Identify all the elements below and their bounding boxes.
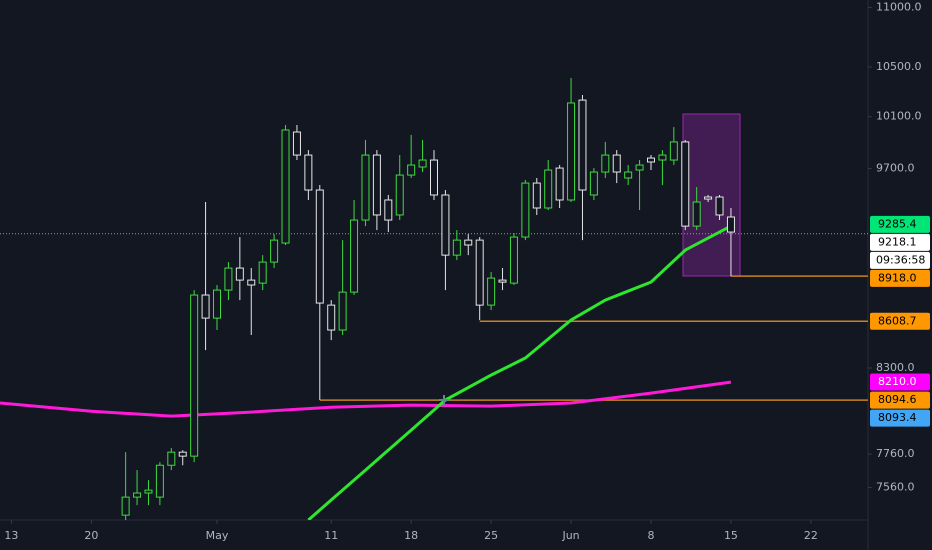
candle-body [258, 261, 267, 284]
candle-body [487, 277, 496, 306]
candle-body [178, 451, 187, 457]
x-tick-label: Jun [561, 529, 579, 542]
candle-body [726, 216, 735, 233]
candle-body [544, 169, 553, 209]
y-tick-label: 7560.0 [876, 481, 915, 494]
candle-body [144, 489, 153, 494]
countdown-label: 09:36:58 [876, 253, 925, 266]
candle-body [475, 239, 484, 306]
price-badge [870, 409, 930, 427]
candle-body [647, 157, 655, 163]
y-tick-label: 7760.0 [876, 447, 915, 460]
candle-body [235, 267, 244, 281]
candle-body [624, 171, 633, 179]
candle-body [612, 154, 621, 173]
candle-body [372, 154, 381, 216]
price-badge-label: 9285.4 [878, 217, 917, 230]
candle-body [658, 154, 667, 161]
candle-body [224, 267, 233, 291]
candle-body [327, 304, 336, 331]
candle-body [498, 279, 507, 283]
candle-body [350, 219, 359, 293]
candle-body [532, 182, 541, 209]
candle-body [407, 164, 416, 176]
candle-body [441, 194, 450, 256]
price-badge-label: 8094.6 [878, 393, 917, 406]
x-tick-label: 18 [404, 529, 418, 542]
x-tick-label: 13 [4, 529, 18, 542]
candle-body [247, 279, 256, 286]
price-badge [870, 312, 930, 330]
x-tick-label: 22 [804, 529, 818, 542]
candle-body [692, 201, 701, 227]
price-badge-label: 8210.0 [878, 375, 917, 388]
price-badge [870, 373, 930, 391]
x-tick-label: 15 [724, 529, 738, 542]
x-tick-label: 11 [324, 529, 338, 542]
candle-body [578, 99, 587, 191]
plot-area [0, 78, 868, 520]
candle-body [292, 131, 301, 156]
candle-body [213, 289, 221, 319]
x-tick-label: 8 [648, 529, 655, 542]
candle-body [201, 294, 210, 319]
y-tick-label: 10500.0 [876, 60, 922, 73]
candle-body [555, 167, 564, 201]
candle-body [452, 239, 461, 256]
candle-body [567, 102, 576, 201]
x-tick-label: 20 [84, 529, 98, 542]
candle-body [155, 464, 164, 498]
candle-body [167, 451, 176, 466]
price-badge-label: 8608.7 [878, 314, 917, 327]
candle-body [669, 141, 678, 161]
price-badge-label: 8918.0 [878, 271, 917, 284]
candle-body [601, 154, 610, 173]
candle-body [589, 171, 598, 196]
candle-body [464, 239, 473, 246]
candle-body [509, 236, 518, 284]
candle-body [315, 189, 324, 304]
crosshair-marker [439, 395, 449, 405]
candle-body [430, 159, 438, 196]
x-tick-label: 25 [484, 529, 498, 542]
y-tick-label: 9700.0 [876, 161, 915, 174]
candle-body [384, 199, 393, 221]
price-badge-label: 9218.1 [878, 235, 917, 248]
price-badge-label: 8093.4 [878, 411, 917, 424]
x-tick-label: May [206, 529, 229, 542]
countdown-badge [870, 251, 930, 269]
y-tick-label: 10100.0 [876, 110, 922, 123]
candle-body [190, 294, 199, 457]
candle-body [635, 164, 644, 171]
price-badge [870, 233, 930, 251]
candle-body [121, 496, 130, 516]
price-badge [870, 391, 930, 409]
candle-body [715, 196, 724, 216]
y-tick-label: 8300.0 [876, 361, 915, 374]
y-tick-label: 11000.0 [876, 0, 922, 13]
price-badge [870, 269, 930, 287]
candle-body [270, 239, 279, 263]
moving-average [0, 380, 732, 418]
price-badge [870, 215, 930, 233]
candle-body [521, 182, 530, 238]
candle-body [281, 129, 290, 244]
highlight-box [682, 113, 741, 277]
candle-body [338, 291, 347, 331]
candle-body [681, 141, 690, 227]
candle-body [418, 159, 427, 168]
candle-body [133, 492, 142, 498]
moving-average [307, 224, 732, 520]
candle-body [704, 196, 713, 200]
candle-body [304, 154, 313, 191]
candle-body [361, 154, 370, 221]
candle-body [395, 174, 404, 216]
